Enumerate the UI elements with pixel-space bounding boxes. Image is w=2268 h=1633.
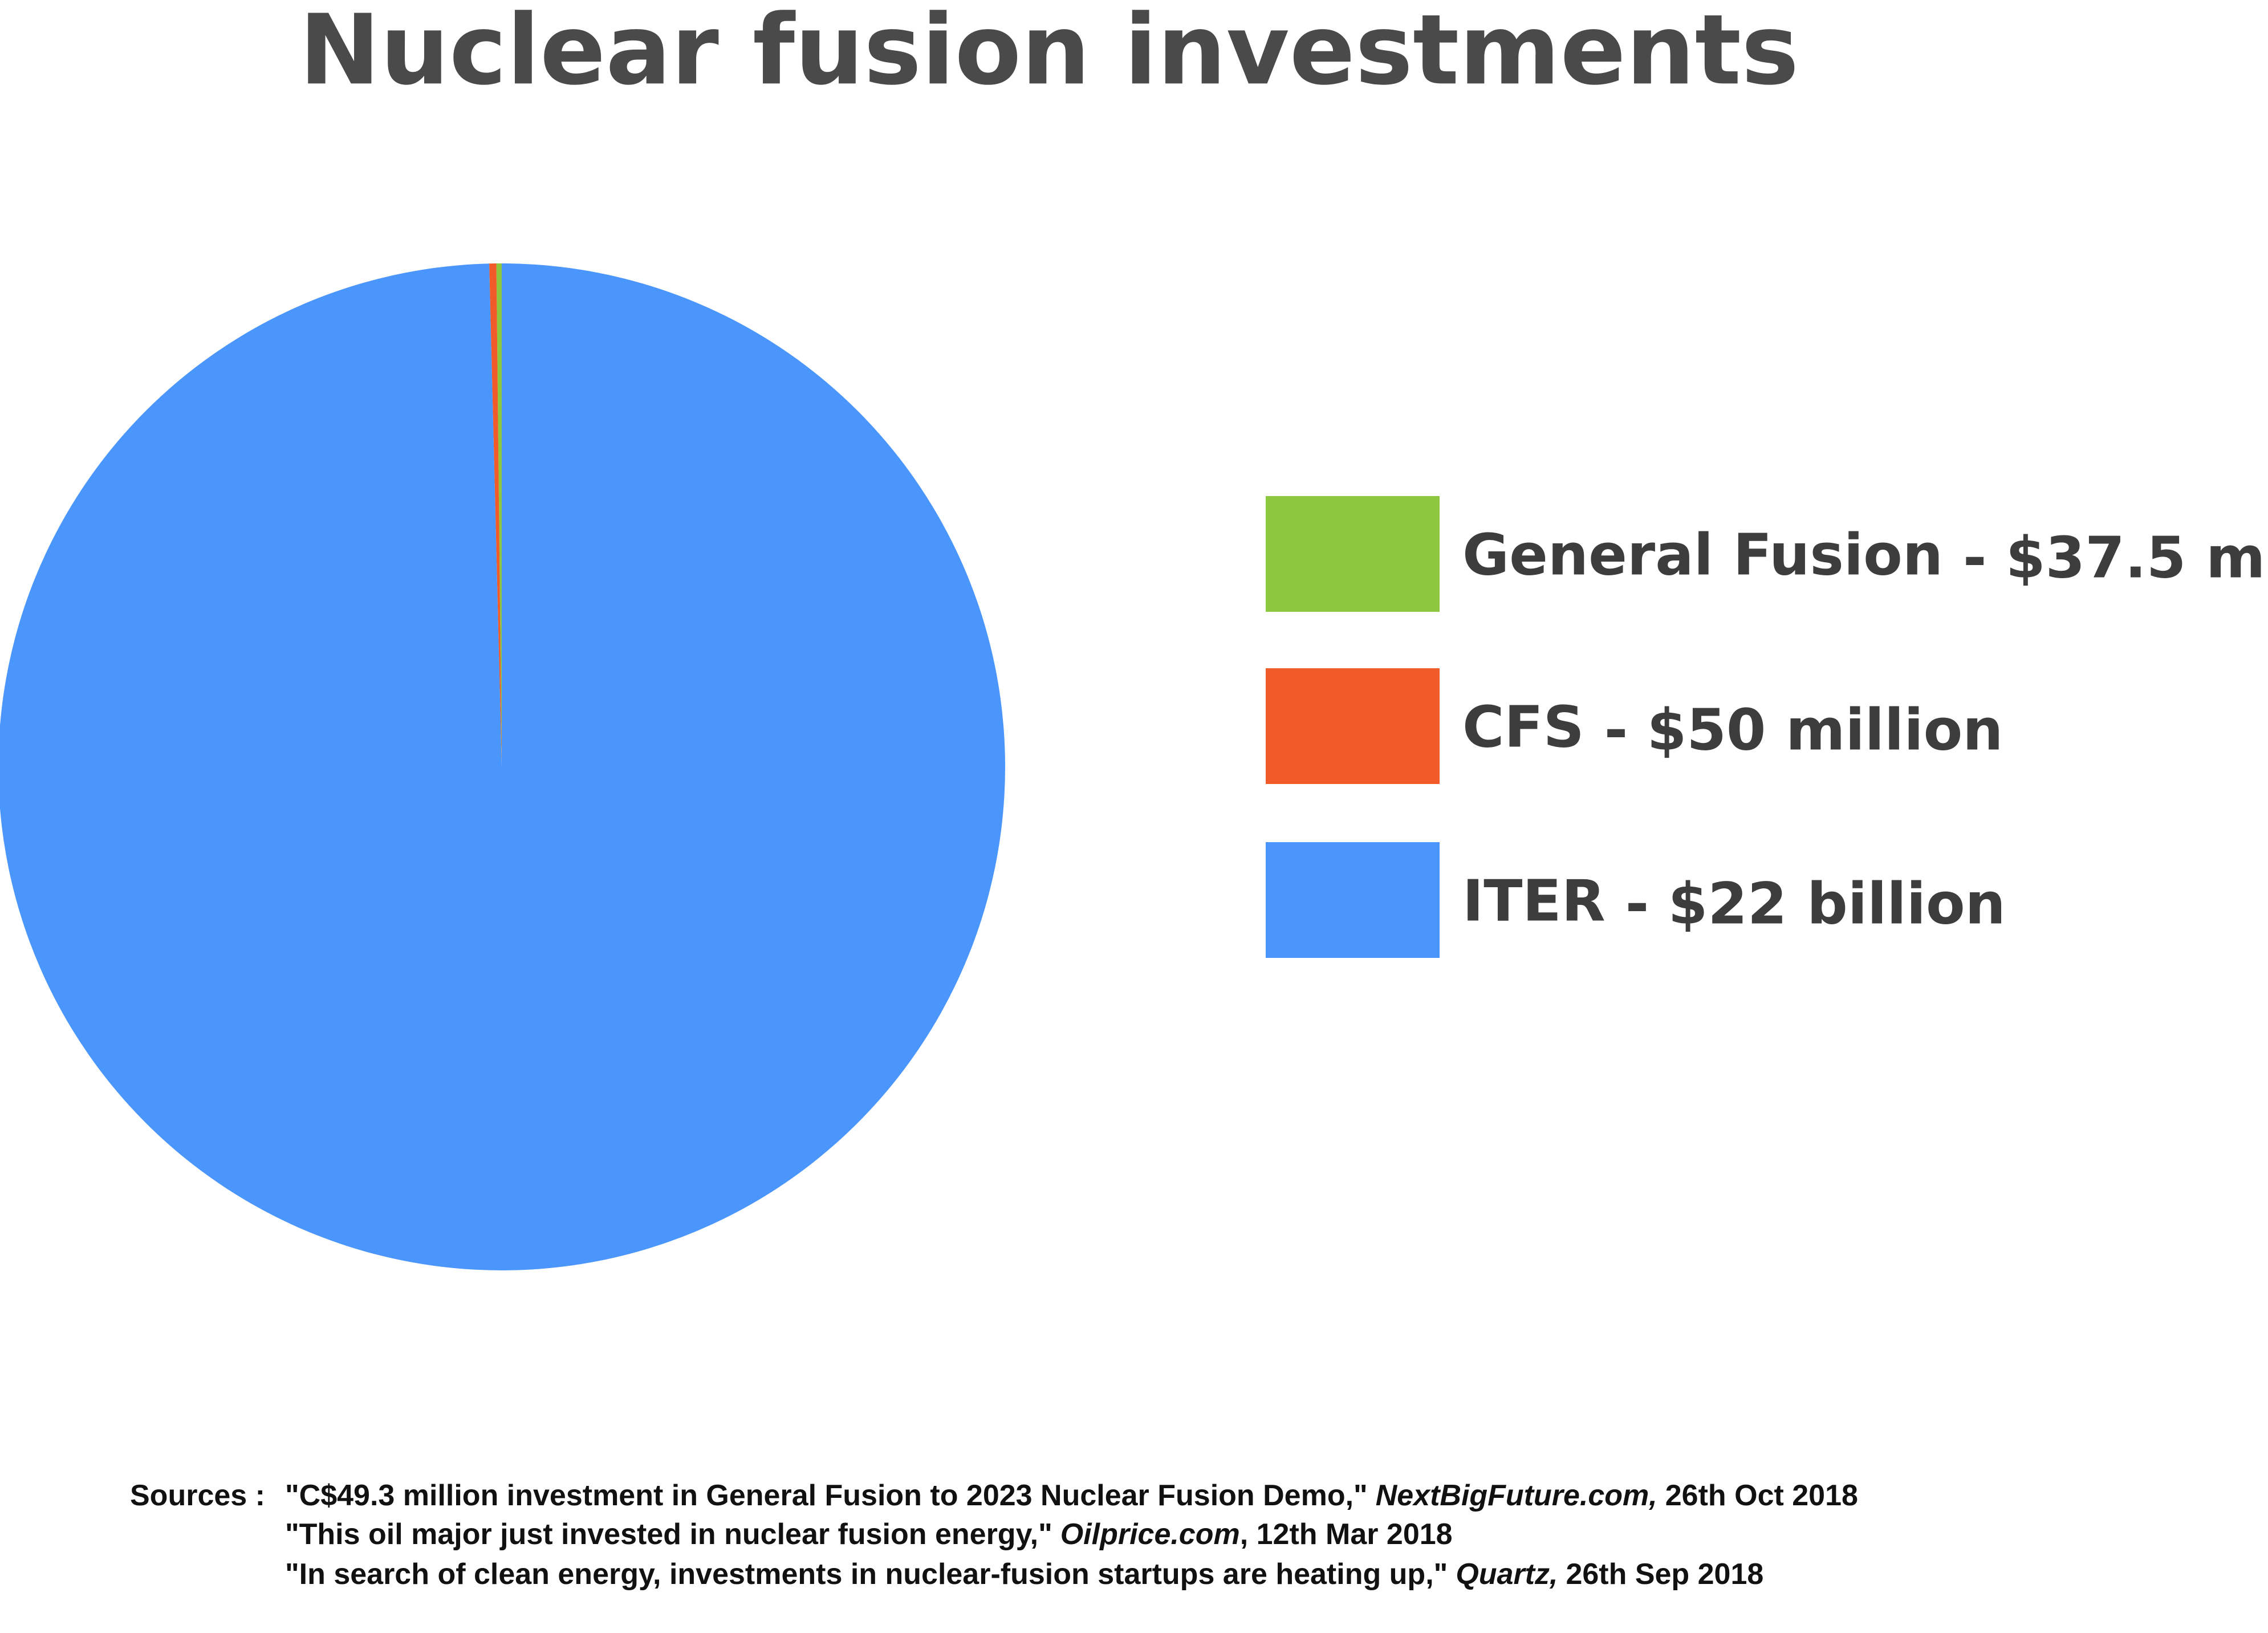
legend-swatch	[1266, 496, 1440, 612]
source-line: "In search of clean energy, investments …	[285, 1558, 1763, 1591]
source-line: "This oil major just invested in nuclear…	[285, 1518, 1453, 1551]
source-publication: Oilprice.com	[1060, 1518, 1240, 1551]
source-quote: "This oil major just invested in nuclear…	[285, 1518, 1052, 1551]
legend-value: $50 million	[1647, 696, 2003, 763]
pie-slice	[489, 263, 502, 767]
legend-label: General Fusion	[1462, 521, 1943, 588]
legend-value: $37.5 million	[2006, 524, 2268, 591]
source-publication: NextBigFuture.com,	[1376, 1479, 1657, 1512]
pie-slice	[496, 263, 502, 767]
source-date: 26th Sep 2018	[1566, 1558, 1763, 1591]
legend-swatch	[1266, 668, 1440, 784]
source-publication: Quartz,	[1456, 1558, 1558, 1591]
source-date: , 12th Mar 2018	[1240, 1518, 1453, 1551]
pie-slice	[0, 263, 1006, 1270]
legend-value: $22 billion	[1668, 870, 2006, 937]
legend-label: CFS	[1462, 693, 1584, 760]
legend-label: ITER	[1462, 867, 1606, 934]
chart-title: Nuclear fusion investments	[299, 0, 1799, 107]
source-line: "C$49.3 million investment in General Fu…	[285, 1479, 1858, 1512]
sources-label: Sources :	[130, 1479, 265, 1512]
legend-dash: -	[1625, 870, 1649, 937]
legend-dash: -	[1963, 524, 1987, 591]
source-quote: "In search of clean energy, investments …	[285, 1558, 1448, 1591]
legend-dash: -	[1604, 696, 1628, 763]
legend-swatch	[1266, 842, 1440, 958]
source-quote: "C$49.3 million investment in General Fu…	[285, 1479, 1368, 1512]
source-date: 26th Oct 2018	[1665, 1479, 1858, 1512]
